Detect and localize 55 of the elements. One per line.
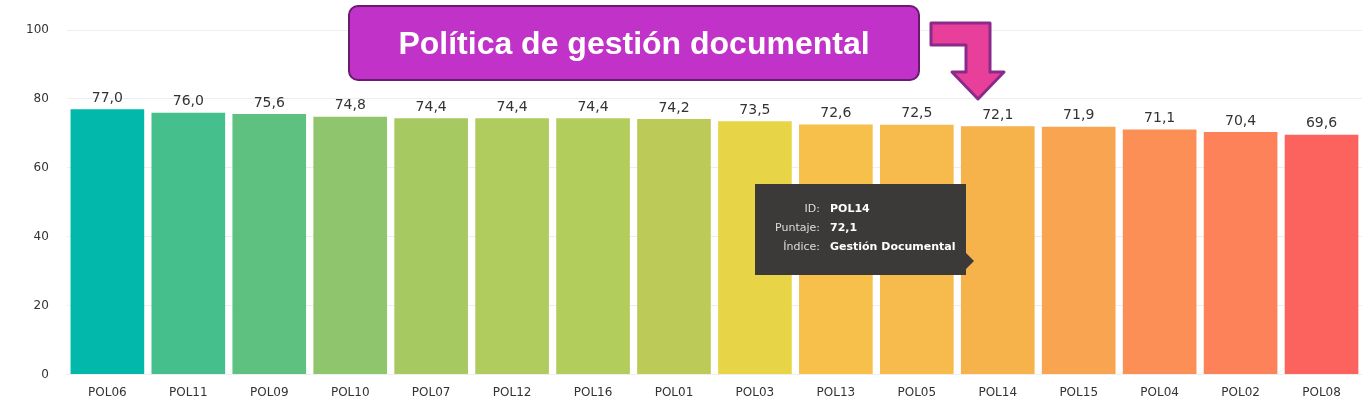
bar	[1041, 126, 1116, 375]
data-label: 74,4	[415, 97, 447, 114]
data-label: 77,0	[91, 88, 123, 105]
data-label: 74,4	[577, 97, 609, 114]
data-label: 74,8	[334, 96, 366, 113]
bar	[637, 118, 711, 375]
x-tick-label: POL10	[330, 384, 370, 399]
y-tick-label: 20	[33, 297, 49, 312]
bar	[556, 118, 630, 375]
data-label: 72,5	[901, 104, 933, 121]
bar	[1122, 129, 1197, 375]
data-label: 71,1	[1144, 109, 1176, 126]
x-tick-label: POL01	[654, 384, 694, 399]
data-label: 69,6	[1305, 114, 1338, 131]
callout-box: Política de gestión documental	[348, 5, 920, 81]
y-tick-label: 60	[33, 159, 49, 174]
x-tick-label: POL14	[978, 384, 1018, 399]
bar	[1203, 132, 1278, 375]
x-tick-label: POL03	[735, 384, 775, 399]
x-tick-label: POL16	[573, 384, 613, 399]
annotation: Índice: Gestión Documental	[782, 240, 956, 253]
annotation: ID: POL14	[803, 202, 870, 215]
annotation: Puntaje: 72,1	[774, 221, 858, 234]
data-label: 73,5	[739, 100, 771, 117]
x-tick-label: POL13	[816, 384, 856, 399]
data-label: 72,1	[982, 105, 1014, 122]
x-tick-label: POL09	[249, 384, 289, 399]
bar	[394, 118, 468, 375]
data-label: 74,2	[658, 98, 690, 115]
data-label: 75,6	[253, 93, 285, 110]
data-label: 76,0	[172, 92, 204, 109]
bar	[475, 118, 549, 375]
bar	[151, 112, 226, 375]
data-label: 70,4	[1225, 111, 1257, 128]
y-tick-label: 0	[41, 366, 49, 381]
x-tick-label: POL07	[411, 384, 451, 399]
bar	[960, 126, 1035, 375]
bar	[313, 116, 388, 375]
bar	[1284, 134, 1359, 375]
x-tick-label: POL04	[1140, 384, 1179, 399]
data-label: 72,6	[820, 104, 852, 121]
y-tick-label: 100	[26, 22, 49, 37]
y-tick-label: 80	[33, 91, 49, 106]
x-tick-label: POL06	[88, 384, 127, 399]
data-label: 71,9	[1063, 106, 1095, 123]
x-tick-label: POL15	[1059, 384, 1099, 399]
y-tick-label: 40	[33, 228, 49, 243]
x-tick-label: POL12	[492, 384, 532, 399]
x-tick-label: POL05	[897, 384, 937, 399]
x-tick-label: POL08	[1302, 384, 1341, 399]
data-label: 74,4	[496, 97, 528, 114]
x-tick-label: POL11	[169, 384, 208, 399]
bar	[70, 109, 145, 375]
x-tick-label: POL02	[1221, 384, 1260, 399]
bar	[232, 114, 307, 375]
